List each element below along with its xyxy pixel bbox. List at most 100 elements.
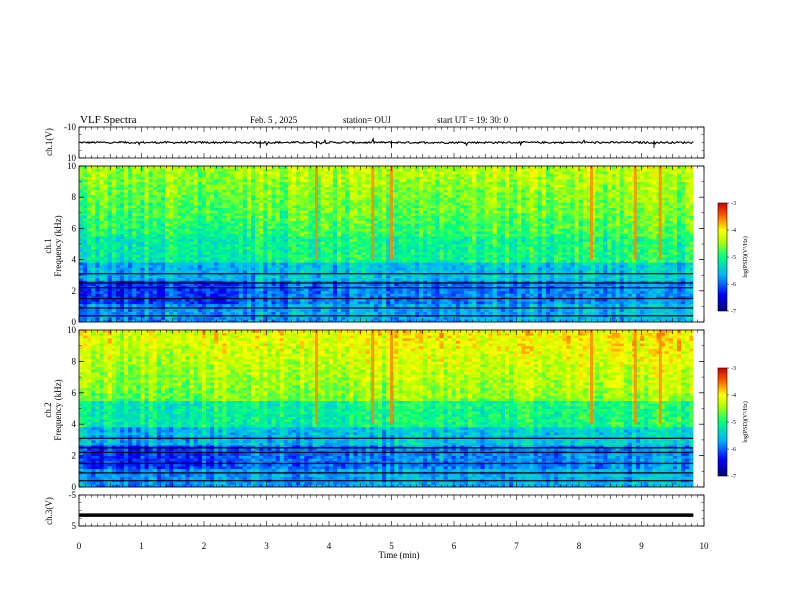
- spectrogram-cell: [324, 197, 330, 201]
- spectrogram-cell: [205, 267, 211, 271]
- spectrogram-cell: [386, 225, 391, 229]
- spectrogram-cell: [148, 275, 154, 279]
- spectrogram-cell: [148, 186, 154, 190]
- spectrogram-cell: [218, 220, 223, 224]
- spectrogram-cell: [95, 316, 100, 320]
- spectrogram-cell: [238, 275, 244, 279]
- spectrogram-cell: [349, 233, 354, 237]
- spectrogram-cell: [300, 215, 305, 219]
- spectrogram-cell: [173, 236, 178, 240]
- spectrogram-cell: [291, 220, 297, 224]
- spectrogram-cell: [246, 189, 252, 193]
- spectrogram-cell: [287, 225, 293, 229]
- spectrogram-cell: [95, 179, 100, 182]
- spectrogram-cell: [119, 215, 125, 219]
- spectrogram-cell: [128, 192, 133, 195]
- spectrogram-cell: [238, 173, 244, 177]
- spectrogram-cell: [304, 231, 309, 234]
- spectrogram-cell: [246, 280, 252, 284]
- spectrogram-cell: [148, 166, 154, 169]
- spectrogram-cell: [205, 171, 211, 175]
- spectrogram-cell: [169, 267, 174, 271]
- spectrogram-cell: [189, 288, 195, 292]
- spectrogram-cell: [165, 296, 170, 299]
- spectrogram-cell: [398, 223, 403, 227]
- spectrogram-cell: [271, 238, 276, 242]
- spectrogram-cell: [91, 173, 96, 177]
- spectrogram-cell: [378, 238, 383, 242]
- spectrogram-cell: [214, 262, 219, 266]
- spectrogram-cell: [251, 231, 256, 234]
- spectrogram-cell: [332, 249, 338, 253]
- spectrogram-cell: [214, 309, 219, 312]
- spectrogram-cell: [173, 173, 178, 177]
- spectrogram-cell: [230, 249, 236, 253]
- spectrogram-cell: [91, 257, 96, 260]
- spectrogram-cell: [91, 199, 96, 203]
- spectrogram-cell: [361, 173, 367, 177]
- spectrogram-cell: [99, 171, 104, 175]
- spectrogram-cell: [308, 228, 313, 232]
- spectrogram-cell: [369, 316, 375, 320]
- spectrogram-cell: [144, 225, 150, 229]
- spectrogram-cell: [300, 173, 305, 177]
- spectrogram-cell: [107, 251, 113, 255]
- spectrogram-cell: [79, 231, 84, 234]
- spectrogram-cell: [287, 298, 293, 302]
- spectrogram-cell: [230, 296, 236, 299]
- spectrogram-cell: [353, 238, 358, 242]
- spectrogram-cell: [169, 233, 174, 237]
- spectrogram-cell: [156, 228, 162, 232]
- spectrogram-cell: [148, 223, 154, 227]
- spectrogram-cell: [382, 311, 387, 315]
- spectrogram-cell: [386, 210, 391, 214]
- spectrogram-cell: [398, 210, 403, 214]
- spectrogram-cell: [349, 220, 354, 224]
- spectrogram-cell: [181, 288, 186, 292]
- spectrogram-cell: [165, 283, 170, 286]
- spectrogram-cell: [132, 212, 137, 216]
- spectrogram-cell: [402, 298, 408, 302]
- spectrogram-cell: [234, 176, 240, 180]
- spectrogram-cell: [201, 218, 207, 221]
- spectrogram-cell: [185, 303, 190, 307]
- spectrogram-cell: [238, 288, 244, 292]
- spectrogram-cell: [287, 290, 293, 294]
- spectrogram-cell: [357, 173, 363, 177]
- spectrogram-cell: [283, 194, 289, 198]
- spectrogram-cell: [365, 220, 371, 224]
- spectrogram-cell: [218, 231, 223, 234]
- spectrogram-cell: [115, 171, 121, 175]
- spectrogram-cell: [103, 220, 109, 224]
- spectrogram-cell: [177, 267, 182, 271]
- spectrogram-cell: [111, 207, 117, 211]
- spectrogram-cell: [128, 303, 133, 307]
- spectrogram-cell: [357, 236, 363, 240]
- spectrogram-cell: [296, 319, 301, 323]
- spectrogram-cell: [341, 290, 346, 294]
- spectrogram-cell: [304, 283, 309, 286]
- spectrogram-cell: [271, 254, 276, 258]
- spectrogram-cell: [357, 238, 363, 242]
- spectrogram-cell: [95, 296, 100, 299]
- spectrogram-cell: [341, 231, 346, 234]
- spectrogram-cell: [267, 233, 272, 237]
- spectrogram-cell: [255, 280, 260, 284]
- spectrogram-cell: [152, 179, 158, 182]
- spectrogram-cell: [308, 189, 313, 193]
- spectrogram-cell: [246, 223, 252, 227]
- spectrogram-cell: [136, 241, 141, 245]
- spectrogram-cell: [132, 223, 137, 227]
- spectrogram-cell: [177, 210, 182, 214]
- spectrogram-cell: [279, 283, 285, 286]
- spectrogram-cell: [287, 231, 293, 234]
- spectrogram-cell: [119, 220, 125, 224]
- spectrogram-cell: [99, 264, 104, 268]
- spectrogram-cell: [283, 319, 289, 323]
- spectrogram-cell: [197, 189, 203, 193]
- spectrogram-cell: [210, 288, 215, 292]
- spectrogram-cell: [394, 262, 399, 266]
- spectrogram-cell: [144, 262, 150, 266]
- spectrogram-cell: [197, 267, 203, 271]
